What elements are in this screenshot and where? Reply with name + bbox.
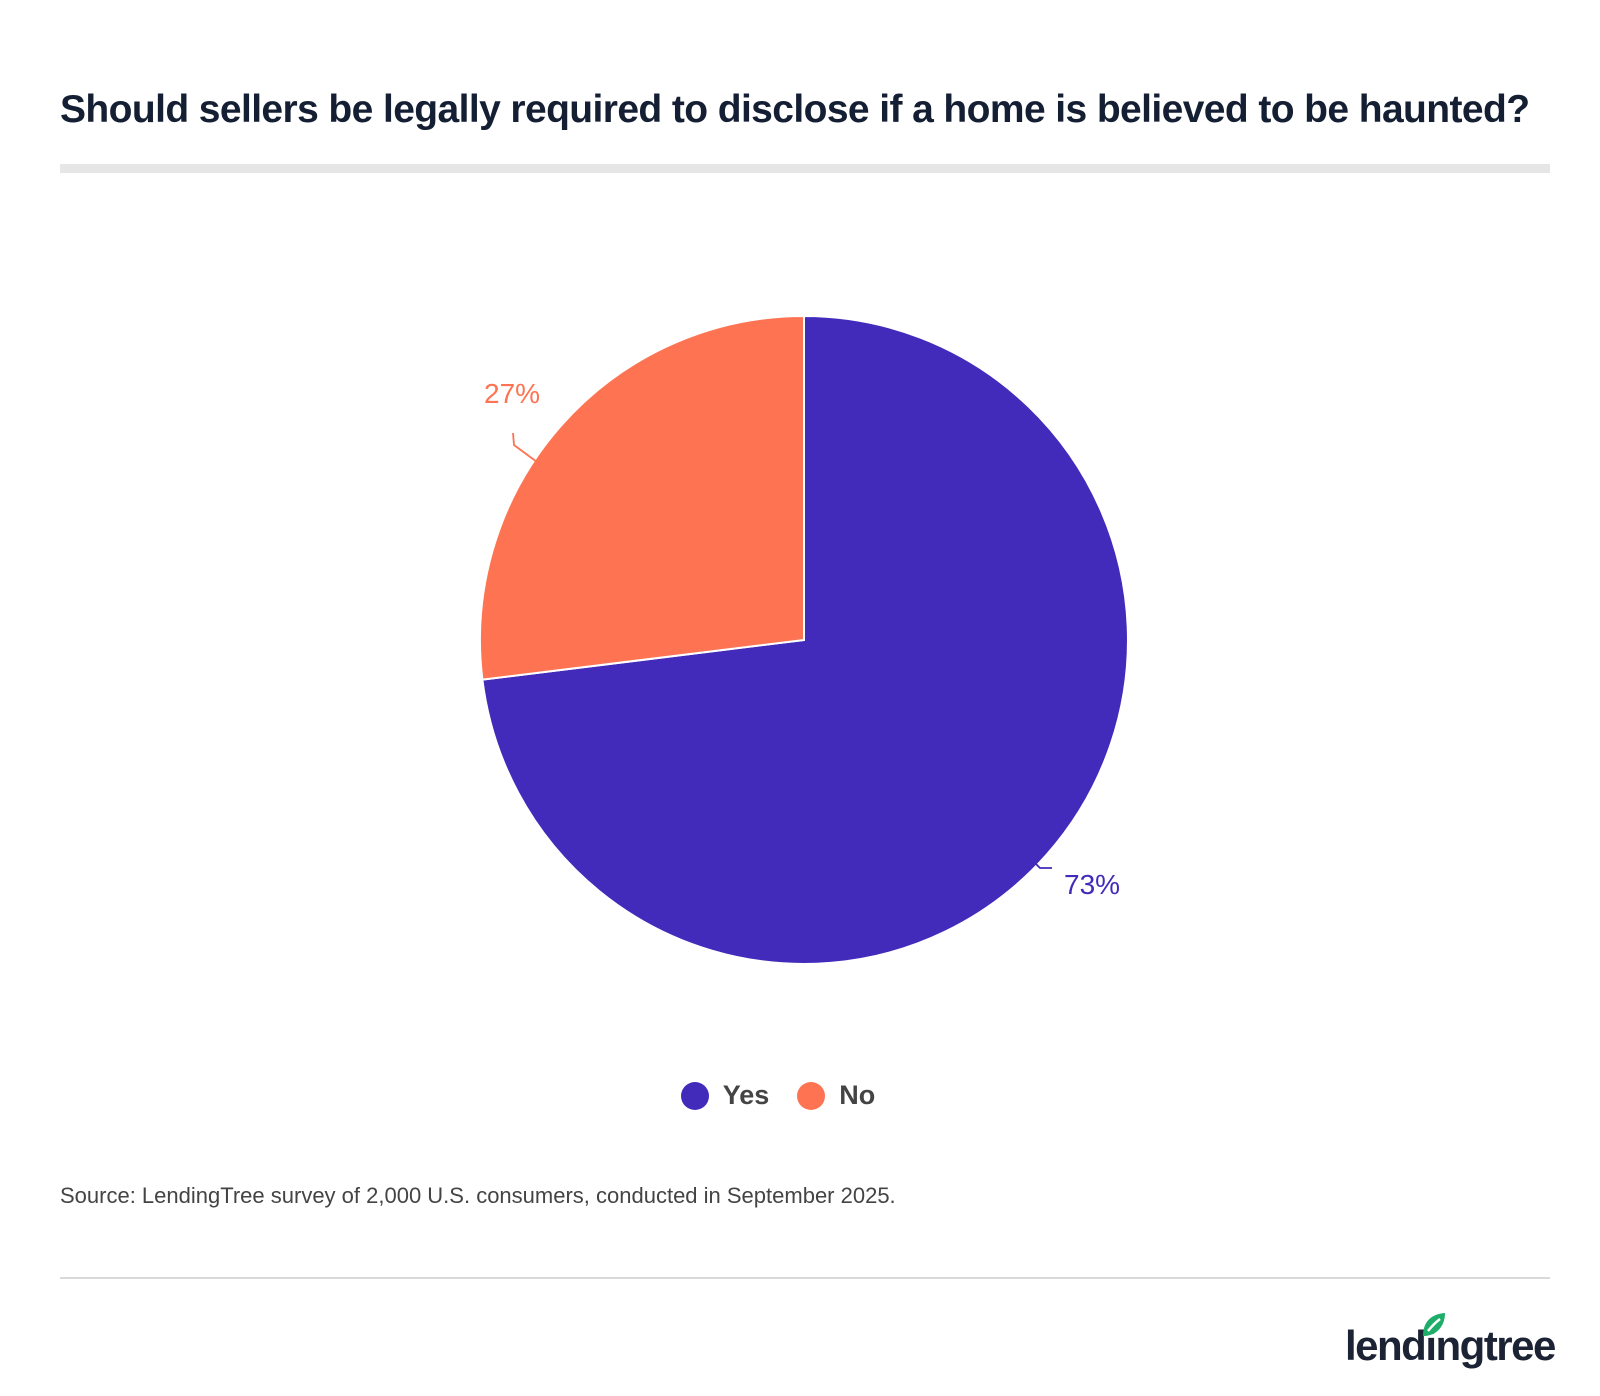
- chart-legend: Yes No: [0, 1080, 1578, 1111]
- legend-label-no: No: [839, 1080, 876, 1110]
- leaf-icon: [1423, 1313, 1445, 1336]
- legend-item-yes: Yes: [680, 1080, 770, 1111]
- leader-line-no: [512, 432, 538, 463]
- source-note: Source: LendingTree survey of 2,000 U.S.…: [60, 1183, 896, 1208]
- data-label-no: 27%: [484, 378, 540, 409]
- footer-divider: [60, 1277, 1550, 1279]
- legend-swatch-yes: [680, 1081, 709, 1110]
- title-divider: [60, 164, 1550, 173]
- leader-line-yes: [1033, 861, 1052, 869]
- pie-chart: 27% 73%: [479, 314, 1129, 965]
- data-label-yes: 73%: [1064, 869, 1120, 900]
- chart-title: Should sellers be legally required to di…: [60, 88, 1530, 131]
- lendingtree-logo: lendingtree: [1345, 1310, 1556, 1370]
- legend-swatch-no: [797, 1081, 826, 1110]
- legend-item-no: No: [797, 1080, 875, 1111]
- pie-slice-yes: [481, 314, 1129, 965]
- logo-wordmark: lendingtree: [1345, 1322, 1556, 1369]
- pie-slice-no: [479, 314, 805, 681]
- legend-label-yes: Yes: [722, 1080, 770, 1110]
